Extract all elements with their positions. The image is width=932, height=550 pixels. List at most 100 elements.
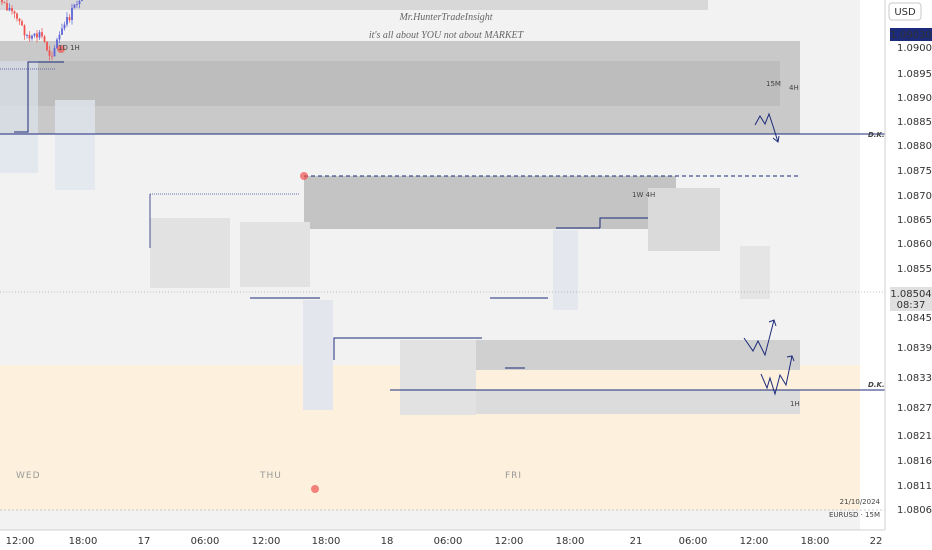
structure-line (599, 217, 648, 228)
arrow-head (772, 135, 780, 143)
time-tick-label: 12:00 (252, 536, 281, 547)
zone-label-1w4h: 1W 4H (632, 191, 655, 199)
subzone (740, 246, 770, 299)
candle-body (1, 0, 3, 3)
zone-label-15m: 15M (766, 80, 781, 88)
top-price-badge (890, 28, 932, 41)
top-price-value: 1.09030 (890, 30, 931, 41)
swing-high-marker (300, 172, 308, 180)
zone-label-1d1h: 1D 1H (58, 44, 80, 52)
price-tick-label: 1.08270 (897, 403, 932, 414)
candle-body (31, 35, 33, 39)
symbol-name: EURUSD · 15M (829, 511, 880, 519)
price-tick-label: 1.08900 (897, 93, 932, 104)
candle-body (6, 3, 8, 11)
candle-body (73, 4, 76, 8)
mid-supply-zone (304, 176, 676, 229)
price-tick-label: 1.08650 (897, 215, 932, 226)
current-price-countdown: 08:37 (897, 300, 926, 311)
candle-body (26, 35, 28, 36)
price-tick-label: 1.08330 (897, 373, 932, 384)
time-tick-label: 12:00 (6, 536, 35, 547)
candle-body (46, 41, 48, 51)
watermark-tagline: it's all about YOU not about MARKET (369, 30, 525, 41)
time-tick-label: 18:00 (801, 536, 830, 547)
candles-layer (1, 0, 83, 61)
price-axis[interactable] (885, 0, 932, 530)
dkl-label-lower: D.K.L (868, 381, 889, 389)
candle-body (33, 33, 36, 36)
candle-body (36, 33, 38, 38)
candle-body (8, 8, 11, 11)
candle-body (16, 13, 18, 19)
candle-body (76, 4, 78, 5)
price-tick-label: 1.08210 (897, 431, 932, 442)
time-tick-label: 18:00 (556, 536, 585, 547)
candle-body (61, 28, 63, 35)
subzone (553, 230, 578, 310)
subzone (0, 61, 38, 173)
projection-arrow-up (743, 319, 775, 357)
price-tick-label: 1.08390 (897, 343, 932, 354)
time-tick-label: 22 (870, 536, 883, 547)
candle-body (38, 32, 41, 38)
candle-body (78, 0, 81, 5)
price-tick-label: 1.08700 (897, 191, 932, 202)
candle-body (41, 32, 43, 37)
watermark-author: Mr.HunterTradeInsight (398, 12, 492, 23)
price-tick-label: 1.08550 (897, 264, 932, 275)
time-tick-label: 18 (381, 536, 394, 547)
candle-body (13, 11, 16, 14)
swing-low-marker (311, 485, 319, 493)
time-tick-label: 21 (630, 536, 643, 547)
time-tick-label: 18:00 (312, 536, 341, 547)
candle-body (53, 48, 56, 57)
subzone (240, 222, 310, 287)
arrow-head (786, 355, 795, 362)
arrow-head (768, 319, 777, 327)
candle-body (23, 25, 26, 36)
price-tick-label: 1.08450 (897, 313, 932, 324)
candle-body (63, 24, 66, 29)
subzone (648, 188, 720, 251)
price-tick-group: 1.09000 1.08950 1.08900 1.08850 1.08800 1.087… (897, 43, 932, 516)
candle-body (71, 7, 73, 21)
candle-body (56, 39, 58, 49)
currency-button[interactable] (888, 2, 922, 21)
time-tick-label: 12:00 (740, 536, 769, 547)
candle-body (68, 17, 71, 21)
candle-body (28, 35, 31, 39)
current-price-value: 1.08504 (890, 289, 931, 300)
time-tick-label: 06:00 (679, 536, 708, 547)
candle-body (58, 34, 61, 40)
subzone (55, 100, 95, 190)
price-tick-label: 1.08110 (897, 481, 932, 492)
structure-line (333, 337, 482, 360)
price-tick-label: 1.08160 (897, 456, 932, 467)
price-tick-label: 1.09000 (897, 43, 932, 54)
candle-body (81, 0, 83, 1)
current-price-badge (890, 287, 932, 311)
structure-line (14, 61, 64, 133)
top-band (0, 0, 708, 10)
candle-body (66, 17, 68, 25)
price-tick-label: 1.08950 (897, 69, 932, 80)
price-tick-label: 1.08800 (897, 141, 932, 152)
candle-body (11, 8, 13, 12)
price-tick-label: 1.08750 (897, 166, 932, 177)
zone-label-4h: 4H (789, 84, 799, 92)
time-tick-group: 12:00 18:00 17 06:00 12:00 18:00 18 06:00 12:00 1… (6, 536, 883, 547)
day-label-thu: THU (259, 471, 282, 481)
day-label-wed: WED (16, 471, 41, 481)
day-label-fri: FRI (505, 471, 522, 481)
time-axis[interactable] (0, 530, 885, 550)
time-tick-label: 06:00 (434, 536, 463, 547)
symbol-date: 21/10/2024 (840, 498, 881, 506)
projection-arrow-up (760, 355, 793, 396)
subzone (400, 340, 476, 415)
candle-body (51, 55, 53, 57)
time-tick-label: 06:00 (191, 536, 220, 547)
candle-body (3, 2, 6, 4)
